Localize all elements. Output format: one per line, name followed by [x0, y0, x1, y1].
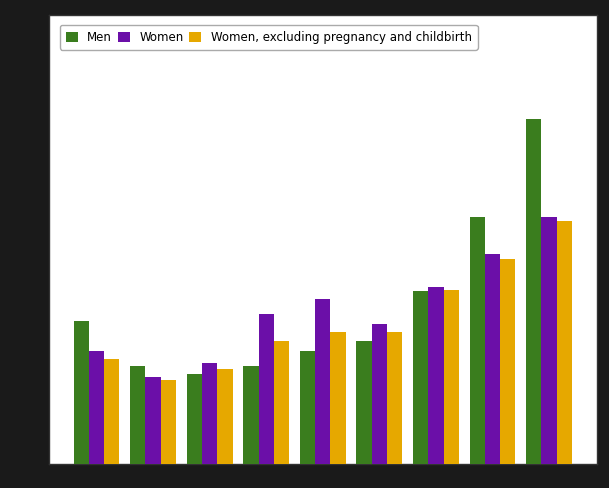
Bar [104, 359, 119, 464]
Bar [331, 332, 346, 464]
Bar [217, 369, 233, 464]
Bar [315, 299, 331, 464]
Legend: Men, Women, Women, excluding pregnancy and childbirth: Men, Women, Women, excluding pregnancy a… [60, 25, 477, 50]
Bar [300, 351, 315, 464]
Bar [387, 332, 402, 464]
Bar [356, 341, 371, 464]
Bar [413, 291, 428, 464]
Bar [274, 341, 289, 464]
Bar [244, 366, 259, 464]
Bar [541, 217, 557, 464]
Bar [259, 314, 274, 464]
Bar [485, 254, 500, 464]
Bar [202, 364, 217, 464]
Bar [443, 290, 459, 464]
Bar [526, 120, 541, 464]
Bar [146, 377, 161, 464]
Bar [130, 366, 146, 464]
Bar [161, 380, 176, 464]
Bar [89, 351, 104, 464]
Bar [500, 259, 515, 464]
Bar [428, 287, 443, 464]
Bar [187, 374, 202, 464]
Bar [371, 325, 387, 464]
Bar [557, 221, 572, 464]
Bar [470, 217, 485, 464]
Bar [74, 322, 89, 464]
